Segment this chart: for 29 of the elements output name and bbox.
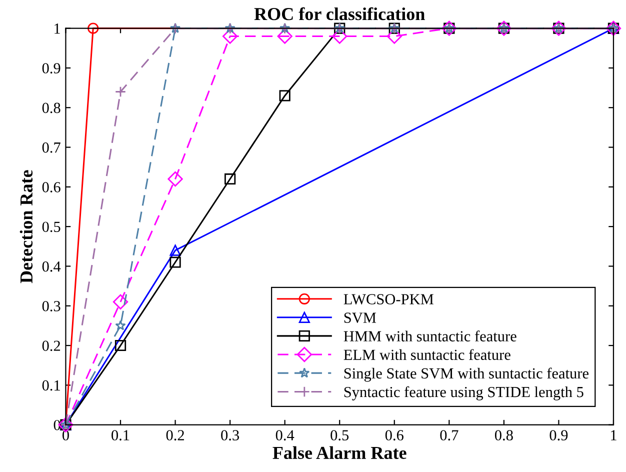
chart-title: ROC for classification — [254, 7, 425, 20]
y-tick-label: 0.4 — [42, 261, 61, 272]
x-tick-label: 0.3 — [221, 430, 240, 440]
y-tick-label: 0.3 — [42, 300, 60, 312]
legend-label: ELM with suntactic feature — [344, 349, 510, 360]
x-tick-label: 0.8 — [494, 430, 513, 440]
y-tick-label: 0.1 — [42, 380, 60, 391]
x-tick-label: 0.1 — [112, 430, 130, 440]
legend-label: Single State SVM with suntactic feature — [344, 368, 589, 382]
x-tick-label: 0.6 — [385, 430, 404, 440]
legend-label: SVM — [344, 312, 376, 323]
x-tick-label: 0.9 — [550, 430, 568, 440]
legend-label: HMM with suntactic feature — [344, 330, 516, 342]
legend-label: Syntactic feature using STIDE length 5 — [344, 386, 584, 400]
y-tick-label: 0.2 — [42, 340, 60, 352]
x-axis-title: False Alarm Rate — [272, 446, 406, 459]
y-tick-label: 1 — [54, 24, 60, 34]
x-tick-label: 0.2 — [166, 430, 184, 440]
x-tick-label: 1 — [611, 430, 616, 440]
x-tick-label: 0.5 — [330, 430, 349, 440]
y-axis-title: Detection Rate — [20, 170, 33, 284]
x-tick-label: 0.4 — [276, 430, 294, 440]
y-tick-label: 0.9 — [42, 63, 60, 74]
y-tick-label: 0.5 — [42, 222, 60, 232]
y-tick-label: 0.6 — [42, 182, 60, 192]
legend-label: LWCSO-PKM — [344, 294, 434, 304]
y-tick-label: 0.7 — [42, 142, 60, 153]
y-tick-label: 0.8 — [42, 102, 60, 114]
x-tick-label: 0.7 — [440, 430, 458, 440]
